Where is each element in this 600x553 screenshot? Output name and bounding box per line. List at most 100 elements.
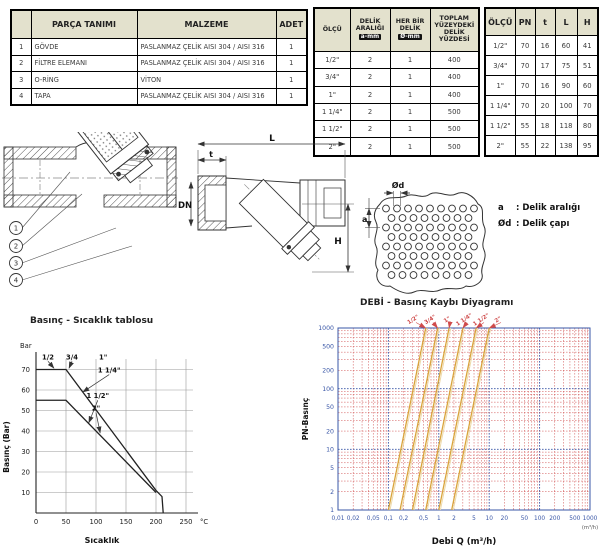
- branch-plug: [238, 178, 322, 262]
- perforated-plate-drawing: Ød a: [362, 180, 486, 294]
- table-cell: 500: [429, 102, 480, 122]
- svg-text:3/4: 3/4: [66, 353, 78, 361]
- table-cell: 51: [576, 55, 599, 76]
- table-cell: 1": [313, 85, 351, 104]
- table-cell: 100: [554, 95, 578, 116]
- svg-text:Sıcaklık: Sıcaklık: [85, 536, 120, 545]
- table-row: 1 GÖVDE PASLANMAZ ÇELİK AISI 304 / AISI 31…: [10, 38, 308, 56]
- unit-chip: Ø-mm: [398, 33, 422, 41]
- table-header-row: ÖLÇÜ PN t L H: [484, 7, 599, 36]
- svg-text:60: 60: [21, 386, 30, 394]
- table-cell: 75: [554, 55, 578, 76]
- table-cell: 1: [389, 85, 431, 104]
- svg-text:2: 2: [452, 516, 456, 522]
- filter-cartridge: [38, 132, 154, 184]
- table-cell: 118: [554, 115, 578, 136]
- svg-text:100: 100: [322, 386, 334, 393]
- svg-text:1/2: 1/2: [42, 353, 54, 361]
- table-header-row: PARÇA TANIMI MALZEME ADET: [10, 9, 308, 39]
- table-cell: 20: [534, 95, 556, 116]
- svg-text:150: 150: [120, 518, 133, 526]
- svg-text:(m³/h): (m³/h): [582, 525, 598, 531]
- svg-text:1000: 1000: [583, 516, 598, 522]
- svg-text:1 1/2": 1 1/2": [87, 392, 110, 400]
- svg-text:0,5: 0,5: [419, 516, 429, 522]
- svg-text:10: 10: [486, 516, 494, 522]
- svg-text:250: 250: [180, 518, 193, 526]
- table-cell: 400: [429, 50, 480, 70]
- svg-text:1 1/4": 1 1/4": [98, 367, 121, 375]
- table-row: 4 TAPA PASLANMAZ ÇELİK AISI 304 / AISI 316…: [10, 87, 308, 106]
- callouts: 1 2 3 4: [9, 171, 133, 287]
- svg-text:10: 10: [21, 489, 30, 497]
- table-cell: 22: [534, 135, 556, 157]
- svg-text:1 1/2": 1 1/2": [472, 313, 491, 328]
- table-cell: 1: [389, 120, 431, 139]
- table-cell: 3/4": [484, 55, 516, 76]
- table-row: 1" 2 1 400: [313, 85, 480, 104]
- table-cell: 2: [349, 50, 391, 70]
- callout-1: 1: [14, 225, 18, 233]
- column-header: L: [554, 7, 578, 36]
- table-cell: 90: [554, 75, 578, 96]
- table-cell: 70: [514, 55, 536, 76]
- table-cell: 1: [389, 102, 431, 122]
- dimension-drawing: L t DN H: [178, 134, 354, 273]
- unit-chip: a-mm: [358, 33, 382, 41]
- table-row: 1 1/2" 55 18 118 80: [484, 115, 599, 136]
- svg-text:20: 20: [501, 516, 509, 522]
- dim-label-H: H: [334, 237, 342, 247]
- column-header: TOPLAM YÜZEYDEKİ DELİK YÜZDESİ: [429, 7, 480, 52]
- table-cell: GÖVDE: [30, 38, 138, 56]
- table-cell: 500: [429, 137, 480, 157]
- table-cell: 70: [514, 95, 536, 116]
- table-cell: 1/2": [484, 35, 516, 56]
- callout-4: 4: [14, 277, 19, 285]
- svg-text:500: 500: [322, 343, 334, 350]
- table-cell: FİLTRE ELEMANI: [30, 54, 138, 72]
- table-cell: 60: [576, 75, 599, 96]
- svg-text:0: 0: [34, 518, 38, 526]
- svg-text:30: 30: [21, 448, 30, 456]
- table-cell: 1: [389, 50, 431, 70]
- table-row: 1" 70 16 90 60: [484, 75, 599, 96]
- svg-text:200: 200: [150, 518, 163, 526]
- callout-2: 2: [14, 243, 18, 251]
- svg-text:50: 50: [21, 407, 30, 415]
- table-cell: 1: [10, 38, 32, 56]
- column-header: PN: [514, 7, 536, 36]
- table-cell: 55: [514, 115, 536, 136]
- table-cell: 80: [576, 115, 599, 136]
- table-cell: 1: [275, 38, 308, 56]
- table-cell: 18: [534, 115, 556, 136]
- column-label: ÖLÇÜ: [322, 25, 342, 33]
- column-header: ADET: [275, 9, 308, 39]
- legend-line-a: a: Delik aralığı: [498, 200, 598, 216]
- legend-text: : Delik çapı: [516, 219, 570, 230]
- svg-text:20: 20: [21, 468, 30, 476]
- svg-text:5: 5: [330, 465, 334, 472]
- table-cell: 1/2": [313, 50, 351, 70]
- column-label: TOPLAM YÜZEYDEKİ DELİK YÜZDESİ: [434, 15, 475, 43]
- svg-text:0,01: 0,01: [332, 516, 345, 522]
- table-row: 3 O-RİNG VİTON 1: [10, 71, 308, 89]
- table-cell: 55: [514, 135, 536, 157]
- table-cell: 95: [576, 135, 599, 157]
- flow-pressure-loss-chart: DEBİ - Basınç Kaybı Diyagramı 1 2 5 10 20 50 1…: [298, 298, 600, 553]
- dimensions-table: ÖLÇÜ PN t L H 1/2" 70 16 60 41 3/4" 70 17 75 51 1"…: [484, 7, 599, 157]
- table-cell: 16: [534, 35, 556, 56]
- column-label: HER BİR DELİK: [395, 18, 425, 33]
- svg-text:1: 1: [437, 516, 441, 522]
- dim-label-a: a: [362, 215, 367, 224]
- pt-chart-canvas: 0 50 100 150 200 250 10 20 30 40 50 60 70 Bar °C Sıcakl…: [2, 342, 208, 545]
- legend-text: : Delik aralığı: [516, 203, 581, 213]
- column-header: MALZEME: [136, 9, 277, 39]
- svg-text:Bar: Bar: [20, 342, 32, 350]
- svg-text:10: 10: [326, 447, 334, 454]
- table-cell: 70: [576, 95, 599, 116]
- table-cell: 2: [349, 68, 391, 87]
- table-cell: 16: [534, 75, 556, 96]
- svg-text:2": 2": [494, 316, 503, 325]
- table-cell: 17: [534, 55, 556, 76]
